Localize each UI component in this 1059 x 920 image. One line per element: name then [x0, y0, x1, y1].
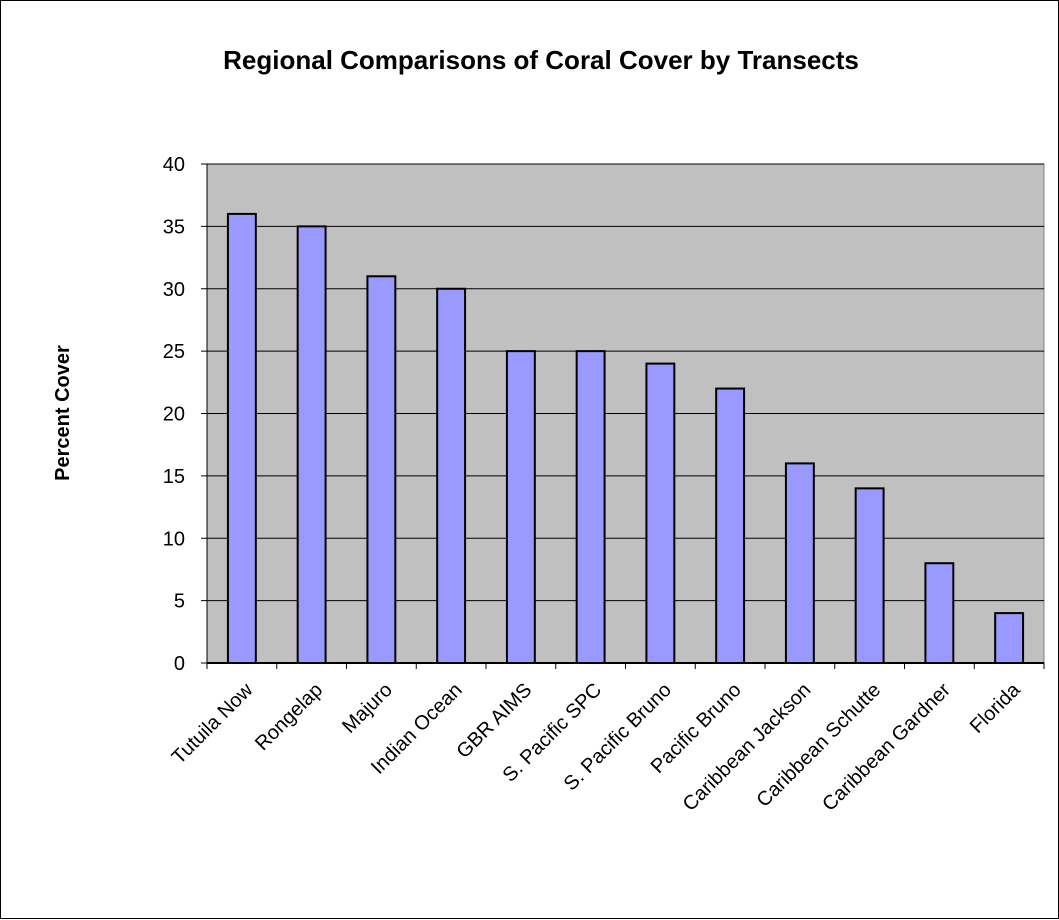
x-tick-label: Tutuila Now [168, 679, 258, 769]
bar [854, 487, 885, 664]
bar [924, 562, 955, 665]
y-tick-label: 0 [174, 653, 185, 675]
x-tick-label: Caribbean Gardner [818, 679, 955, 816]
bar [994, 612, 1025, 664]
y-tick-label: 40 [163, 154, 185, 176]
bar [575, 350, 606, 664]
bar [296, 225, 327, 664]
x-tick-label: Majuro [338, 679, 397, 738]
bar [366, 275, 397, 664]
y-tick-label: 30 [163, 279, 185, 301]
y-tick-label: 35 [163, 216, 185, 238]
y-tick-label: 20 [163, 404, 185, 426]
bar [436, 287, 467, 664]
y-tick-label: 5 [174, 591, 185, 613]
x-tick-label: Caribbean Jackson [679, 679, 816, 816]
y-tick-label: 10 [163, 528, 185, 550]
bar [715, 387, 746, 664]
x-tick-label: Caribbean Schutte [752, 679, 885, 812]
x-tick-label: Florida [966, 678, 1025, 737]
bar [505, 350, 536, 664]
bar [226, 212, 257, 664]
bar [645, 362, 676, 664]
y-tick-label: 15 [163, 466, 185, 488]
x-tick-label: Rongelap [251, 679, 327, 755]
bar [784, 462, 815, 664]
y-tick-label: 25 [163, 341, 185, 363]
chart-title: Regional Comparisons of Coral Cover by T… [223, 45, 859, 75]
y-axis-label: Percent Cover [52, 345, 74, 481]
